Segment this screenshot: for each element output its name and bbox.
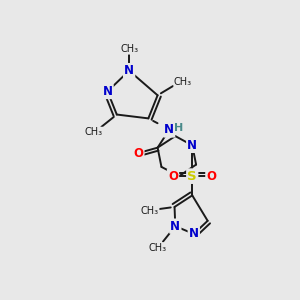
Text: N: N — [170, 220, 180, 233]
Text: N: N — [103, 85, 112, 98]
Text: O: O — [206, 169, 217, 183]
Text: CH₃: CH₃ — [174, 77, 192, 87]
Text: N: N — [164, 123, 174, 136]
Text: O: O — [134, 146, 143, 160]
Text: CH₃: CH₃ — [85, 127, 103, 137]
Text: N: N — [187, 139, 197, 152]
Text: CH₃: CH₃ — [141, 206, 159, 216]
Text: S: S — [188, 169, 197, 183]
Text: O: O — [168, 169, 178, 183]
Text: N: N — [189, 227, 199, 240]
Text: N: N — [124, 64, 134, 77]
Text: H: H — [174, 123, 183, 134]
Text: CH₃: CH₃ — [120, 44, 138, 54]
Text: CH₃: CH₃ — [148, 243, 167, 253]
